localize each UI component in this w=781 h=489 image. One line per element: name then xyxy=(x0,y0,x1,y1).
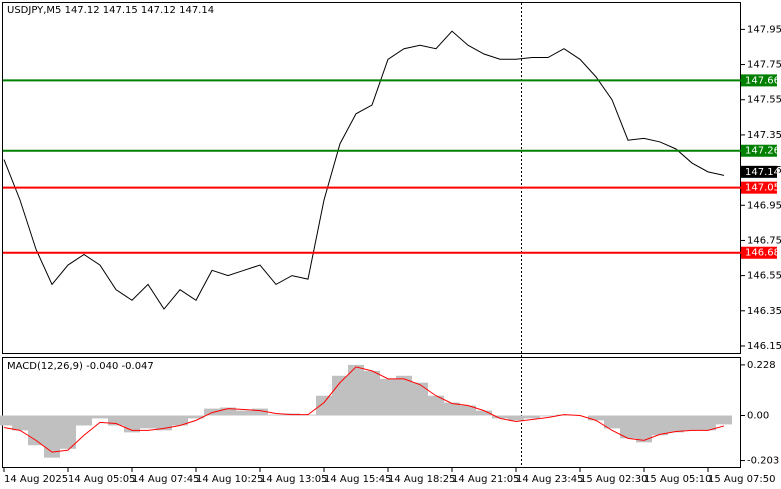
x-tick-label: 15 Aug 02:30 xyxy=(580,474,647,485)
macd-bar xyxy=(412,382,428,416)
x-tick-label: 14 Aug 13:05 xyxy=(260,474,327,485)
macd-bar xyxy=(60,415,76,449)
macd-bar xyxy=(492,415,508,419)
y-tick-label: 146.75 xyxy=(747,235,781,246)
macd-bar xyxy=(540,415,556,417)
level-label: 147.05 xyxy=(745,183,780,194)
x-tick-label: 14 Aug 15:45 xyxy=(324,474,391,485)
macd-bar xyxy=(348,364,364,416)
y-tick-label: 146.55 xyxy=(747,271,781,282)
x-tick-label: 14 Aug 2025 xyxy=(4,474,68,485)
level-label-box xyxy=(741,74,777,87)
y-tick-label: -0.203 xyxy=(747,456,779,467)
signal-line xyxy=(3,366,725,453)
level-label: 146.68 xyxy=(745,248,780,259)
macd-bar xyxy=(652,415,668,436)
macd-bar xyxy=(428,395,444,416)
macd-bar xyxy=(700,415,716,431)
macd-bar xyxy=(12,415,28,431)
y-tick-label: 147.95 xyxy=(747,24,781,35)
macd-bar xyxy=(108,415,124,426)
macd-bar xyxy=(0,415,12,426)
macd-bar xyxy=(636,415,652,443)
macd-bar xyxy=(476,410,492,416)
price-line xyxy=(3,30,725,310)
macd-bar xyxy=(236,410,252,416)
y-tick-label: 146.15 xyxy=(747,341,781,352)
macd-bar xyxy=(156,415,172,431)
macd-bar xyxy=(204,408,220,416)
y-tick-label: 146.95 xyxy=(747,200,781,211)
macd-bar xyxy=(460,405,476,416)
price-title: USDJPY,M5 147.12 147.15 147.12 147.14 xyxy=(7,5,214,16)
macd-bar xyxy=(380,378,396,416)
price-panel xyxy=(2,2,741,354)
macd-bar xyxy=(332,375,348,416)
macd-panel xyxy=(2,357,741,468)
macd-bar xyxy=(588,415,604,421)
macd-title: MACD(12,26,9) -0.040 -0.047 xyxy=(7,361,154,372)
x-tick-label: 14 Aug 10:25 xyxy=(196,474,263,485)
macd-bar xyxy=(220,407,236,416)
macd-bar xyxy=(316,395,332,416)
macd-bar xyxy=(604,415,620,429)
x-tick-label: 14 Aug 18:25 xyxy=(388,474,455,485)
macd-bar xyxy=(172,415,188,426)
y-tick-label: 147.35 xyxy=(747,130,781,141)
y-tick-label: 147.75 xyxy=(747,60,781,71)
level-label-box xyxy=(741,181,777,194)
level-label-box xyxy=(741,246,777,259)
macd-bar xyxy=(140,415,156,429)
macd-bar xyxy=(92,415,108,419)
x-tick-label: 14 Aug 05:05 xyxy=(68,474,135,485)
current-price-box xyxy=(741,165,777,178)
y-tick-label: 0.00 xyxy=(747,410,769,421)
macd-bar xyxy=(716,415,732,425)
macd-bar xyxy=(396,375,412,416)
level-label: 147.66 xyxy=(745,75,780,86)
x-tick-label: 14 Aug 07:45 xyxy=(132,474,199,485)
x-tick-label: 14 Aug 21:05 xyxy=(452,474,519,485)
macd-bar xyxy=(252,408,268,416)
macd-bar xyxy=(524,415,540,419)
macd-bar xyxy=(620,415,636,439)
macd-bar xyxy=(76,415,92,426)
macd-bar xyxy=(364,370,380,416)
macd-bar xyxy=(188,415,204,419)
x-tick-label: 15 Aug 07:50 xyxy=(708,474,775,485)
y-tick-label: 0.228 xyxy=(747,360,776,371)
y-tick-label: 147.55 xyxy=(747,95,781,106)
x-tick-label: 15 Aug 05:10 xyxy=(644,474,711,485)
level-label-box xyxy=(741,144,777,157)
macd-bar xyxy=(44,415,60,458)
current-price-label: 147.14 xyxy=(745,167,780,178)
macd-bar xyxy=(508,415,524,421)
macd-bar xyxy=(444,402,460,416)
x-tick-label: 14 Aug 23:45 xyxy=(516,474,583,485)
macd-bar xyxy=(684,415,700,431)
level-label: 147.26 xyxy=(745,146,780,157)
macd-bar xyxy=(268,414,284,416)
macd-bar xyxy=(668,415,684,433)
y-tick-label: 146.35 xyxy=(747,306,781,317)
